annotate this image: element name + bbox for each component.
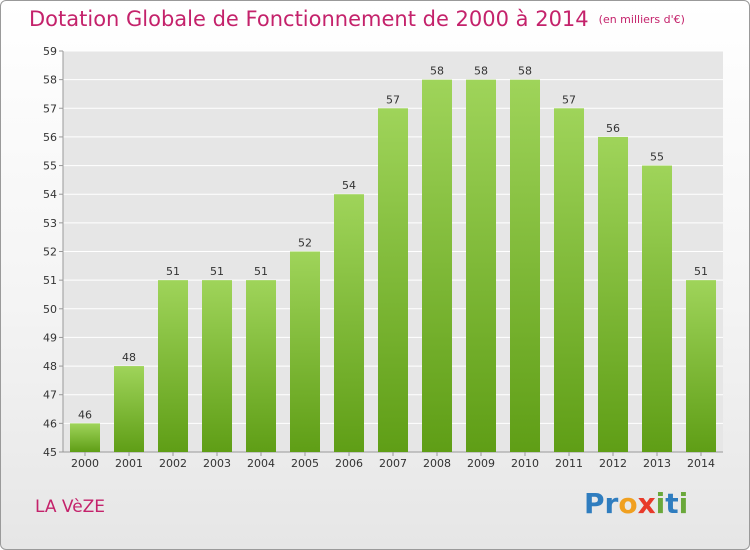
bar — [422, 79, 452, 453]
bar — [158, 280, 188, 452]
bar — [202, 280, 232, 452]
bar — [510, 79, 540, 453]
bar — [598, 136, 628, 452]
x-tick-label: 2004 — [247, 457, 275, 470]
x-tick-label: 2012 — [599, 457, 627, 470]
data-label: 51 — [254, 265, 268, 278]
y-tick-label: 50 — [43, 303, 57, 316]
x-tick-label: 2014 — [687, 457, 715, 470]
proxiti-logo: Proxiti — [584, 487, 688, 520]
x-tick-label: 2008 — [423, 457, 451, 470]
data-label: 56 — [606, 122, 620, 135]
data-label: 51 — [210, 265, 224, 278]
x-tick-label: 2003 — [203, 457, 231, 470]
bar — [642, 165, 672, 453]
logo-letter: o — [618, 487, 638, 520]
data-label: 58 — [430, 65, 444, 78]
y-tick-label: 46 — [43, 417, 57, 430]
bar — [334, 194, 364, 452]
logo-letter: i — [655, 487, 666, 520]
data-label: 58 — [518, 65, 532, 78]
logo-letter: x — [637, 487, 656, 520]
y-tick-label: 45 — [43, 446, 57, 459]
logo-letter: r — [604, 487, 619, 520]
chart-title-text: Dotation Globale de Fonctionnement de 20… — [29, 7, 589, 31]
y-tick-label: 55 — [43, 160, 57, 173]
logo-letter: t — [665, 487, 679, 520]
y-tick-label: 59 — [43, 45, 57, 58]
x-tick-label: 2001 — [115, 457, 143, 470]
logo-letter: i — [678, 487, 689, 520]
x-tick-label: 2007 — [379, 457, 407, 470]
logo-letter: P — [584, 487, 605, 520]
y-tick-label: 48 — [43, 360, 57, 373]
bar — [246, 280, 276, 452]
y-tick-label: 54 — [43, 188, 57, 201]
y-tick-label: 56 — [43, 131, 57, 144]
data-label: 46 — [78, 408, 92, 421]
y-tick-label: 51 — [43, 274, 57, 287]
bar — [466, 79, 496, 453]
chart-title: Dotation Globale de Fonctionnement de 20… — [29, 7, 685, 31]
y-tick-label: 57 — [43, 102, 57, 115]
chart-unit: (en milliers d'€) — [598, 13, 685, 26]
data-label: 57 — [386, 93, 400, 106]
bar — [378, 108, 408, 453]
y-tick-label: 53 — [43, 217, 57, 230]
x-tick-label: 2009 — [467, 457, 495, 470]
data-label: 57 — [562, 93, 576, 106]
y-tick-label: 58 — [43, 74, 57, 87]
data-label: 55 — [650, 151, 664, 164]
x-tick-label: 2013 — [643, 457, 671, 470]
bar — [114, 366, 144, 452]
bar — [554, 108, 584, 453]
y-tick-label: 52 — [43, 246, 57, 259]
bar — [70, 423, 100, 452]
data-label: 54 — [342, 179, 356, 192]
x-tick-label: 2011 — [555, 457, 583, 470]
data-label: 58 — [474, 65, 488, 78]
x-tick-label: 2005 — [291, 457, 319, 470]
x-tick-label: 2000 — [71, 457, 99, 470]
data-label: 51 — [166, 265, 180, 278]
x-tick-label: 2010 — [511, 457, 539, 470]
x-tick-label: 2002 — [159, 457, 187, 470]
commune-name: LA VèZE — [35, 497, 106, 517]
data-label: 51 — [694, 265, 708, 278]
x-tick-label: 2006 — [335, 457, 363, 470]
bar — [686, 280, 716, 452]
y-tick-label: 47 — [43, 389, 57, 402]
y-tick-label: 49 — [43, 331, 57, 344]
bar — [290, 251, 320, 452]
data-label: 48 — [122, 351, 136, 364]
data-label: 52 — [298, 237, 312, 250]
